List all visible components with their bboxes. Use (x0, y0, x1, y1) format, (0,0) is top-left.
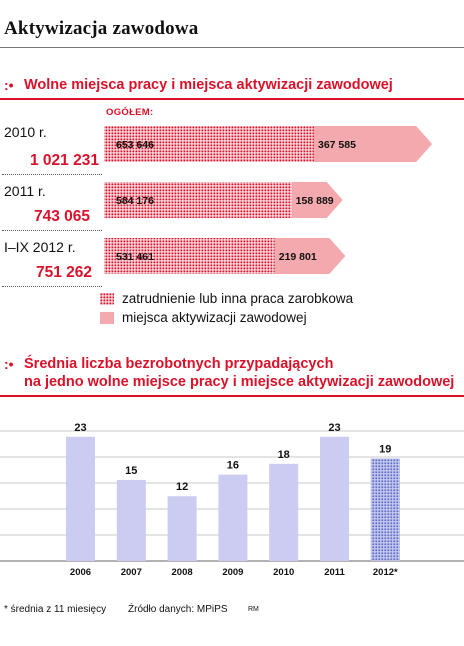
legend-swatch-activation (100, 312, 114, 324)
bar-label-employment-2: 531 461 (116, 251, 154, 263)
total-label: OGÓŁEM: (106, 107, 154, 118)
bar-activation-0 (314, 126, 433, 162)
legend-swatch-employment (100, 293, 114, 305)
year-label-2010: 2010 (273, 567, 294, 578)
section2-rule (0, 395, 464, 397)
column-2010 (269, 463, 299, 561)
column-value-2006: 23 (74, 422, 86, 434)
column-value-2011: 23 (328, 422, 340, 434)
column-value-2009: 16 (227, 460, 239, 472)
row-leader-2012 (2, 286, 102, 287)
section1-marker: :• (4, 77, 14, 93)
column-2006 (66, 436, 95, 561)
row-label-2011: 2011 r. (4, 183, 46, 199)
row-leader-2011 (2, 230, 102, 231)
column-value-2012*: 19 (379, 443, 391, 455)
row-label-2010: 2010 r. (4, 124, 47, 140)
legend-label-employment: zatrudnienie lub inna praca zarobkowa (122, 291, 354, 306)
year-label-2006: 2006 (70, 567, 91, 578)
column-value-2010: 18 (278, 449, 290, 461)
bar-label-activation-0: 367 585 (318, 139, 356, 151)
row-leader-2010 (2, 174, 102, 175)
bar-label-employment-1: 584 176 (116, 195, 154, 207)
year-label-2007: 2007 (121, 567, 142, 578)
bar-label-activation-1: 158 889 (296, 195, 334, 207)
row-total-2011: 743 065 (34, 208, 91, 225)
section2-title-line1: Średnia liczba bezrobotnych przypadający… (24, 356, 334, 372)
title-divider (0, 47, 464, 48)
bar-activation-1 (291, 182, 343, 218)
year-label-2012*: 2012* (373, 567, 398, 578)
bar-employment-2 (104, 238, 275, 274)
bar-label-activation-2: 219 801 (279, 251, 317, 263)
row-label-2012: I–IX 2012 r. (4, 239, 76, 255)
column-2009 (218, 474, 248, 561)
section2-marker: :• (4, 356, 14, 372)
column-2011 (320, 436, 349, 561)
year-label-2009: 2009 (222, 567, 243, 578)
bar-employment-0 (104, 126, 315, 162)
section1-title: Wolne miejsca pracy i miejsca aktywizacj… (24, 77, 393, 93)
column-2012* (370, 458, 400, 561)
page-title: Aktywizacja zawodowa (4, 18, 199, 39)
bar-activation-2 (274, 238, 346, 274)
section1-rule (0, 98, 464, 100)
column-value-2008: 12 (176, 481, 188, 493)
row-total-2010: 1 021 231 (30, 152, 99, 169)
section2-title-line2: na jedno wolne miejsce pracy i miejsce a… (24, 374, 455, 390)
legend-label-activation: miejsca aktywizacji zawodowej (122, 310, 307, 325)
footnote: * średnia z 11 miesięcy (4, 604, 107, 615)
column-value-2007: 15 (125, 465, 137, 477)
source-note: Źródło danych: MPiPS (128, 604, 228, 615)
bar-employment-1 (104, 182, 292, 218)
row-total-2012: 751 262 (36, 264, 93, 281)
column-2008 (167, 496, 197, 561)
column-2007 (116, 479, 146, 561)
author-initials: RM (248, 606, 259, 613)
bar-label-employment-0: 653 646 (116, 139, 154, 151)
year-label-2008: 2008 (172, 567, 193, 578)
year-label-2011: 2011 (324, 567, 345, 578)
